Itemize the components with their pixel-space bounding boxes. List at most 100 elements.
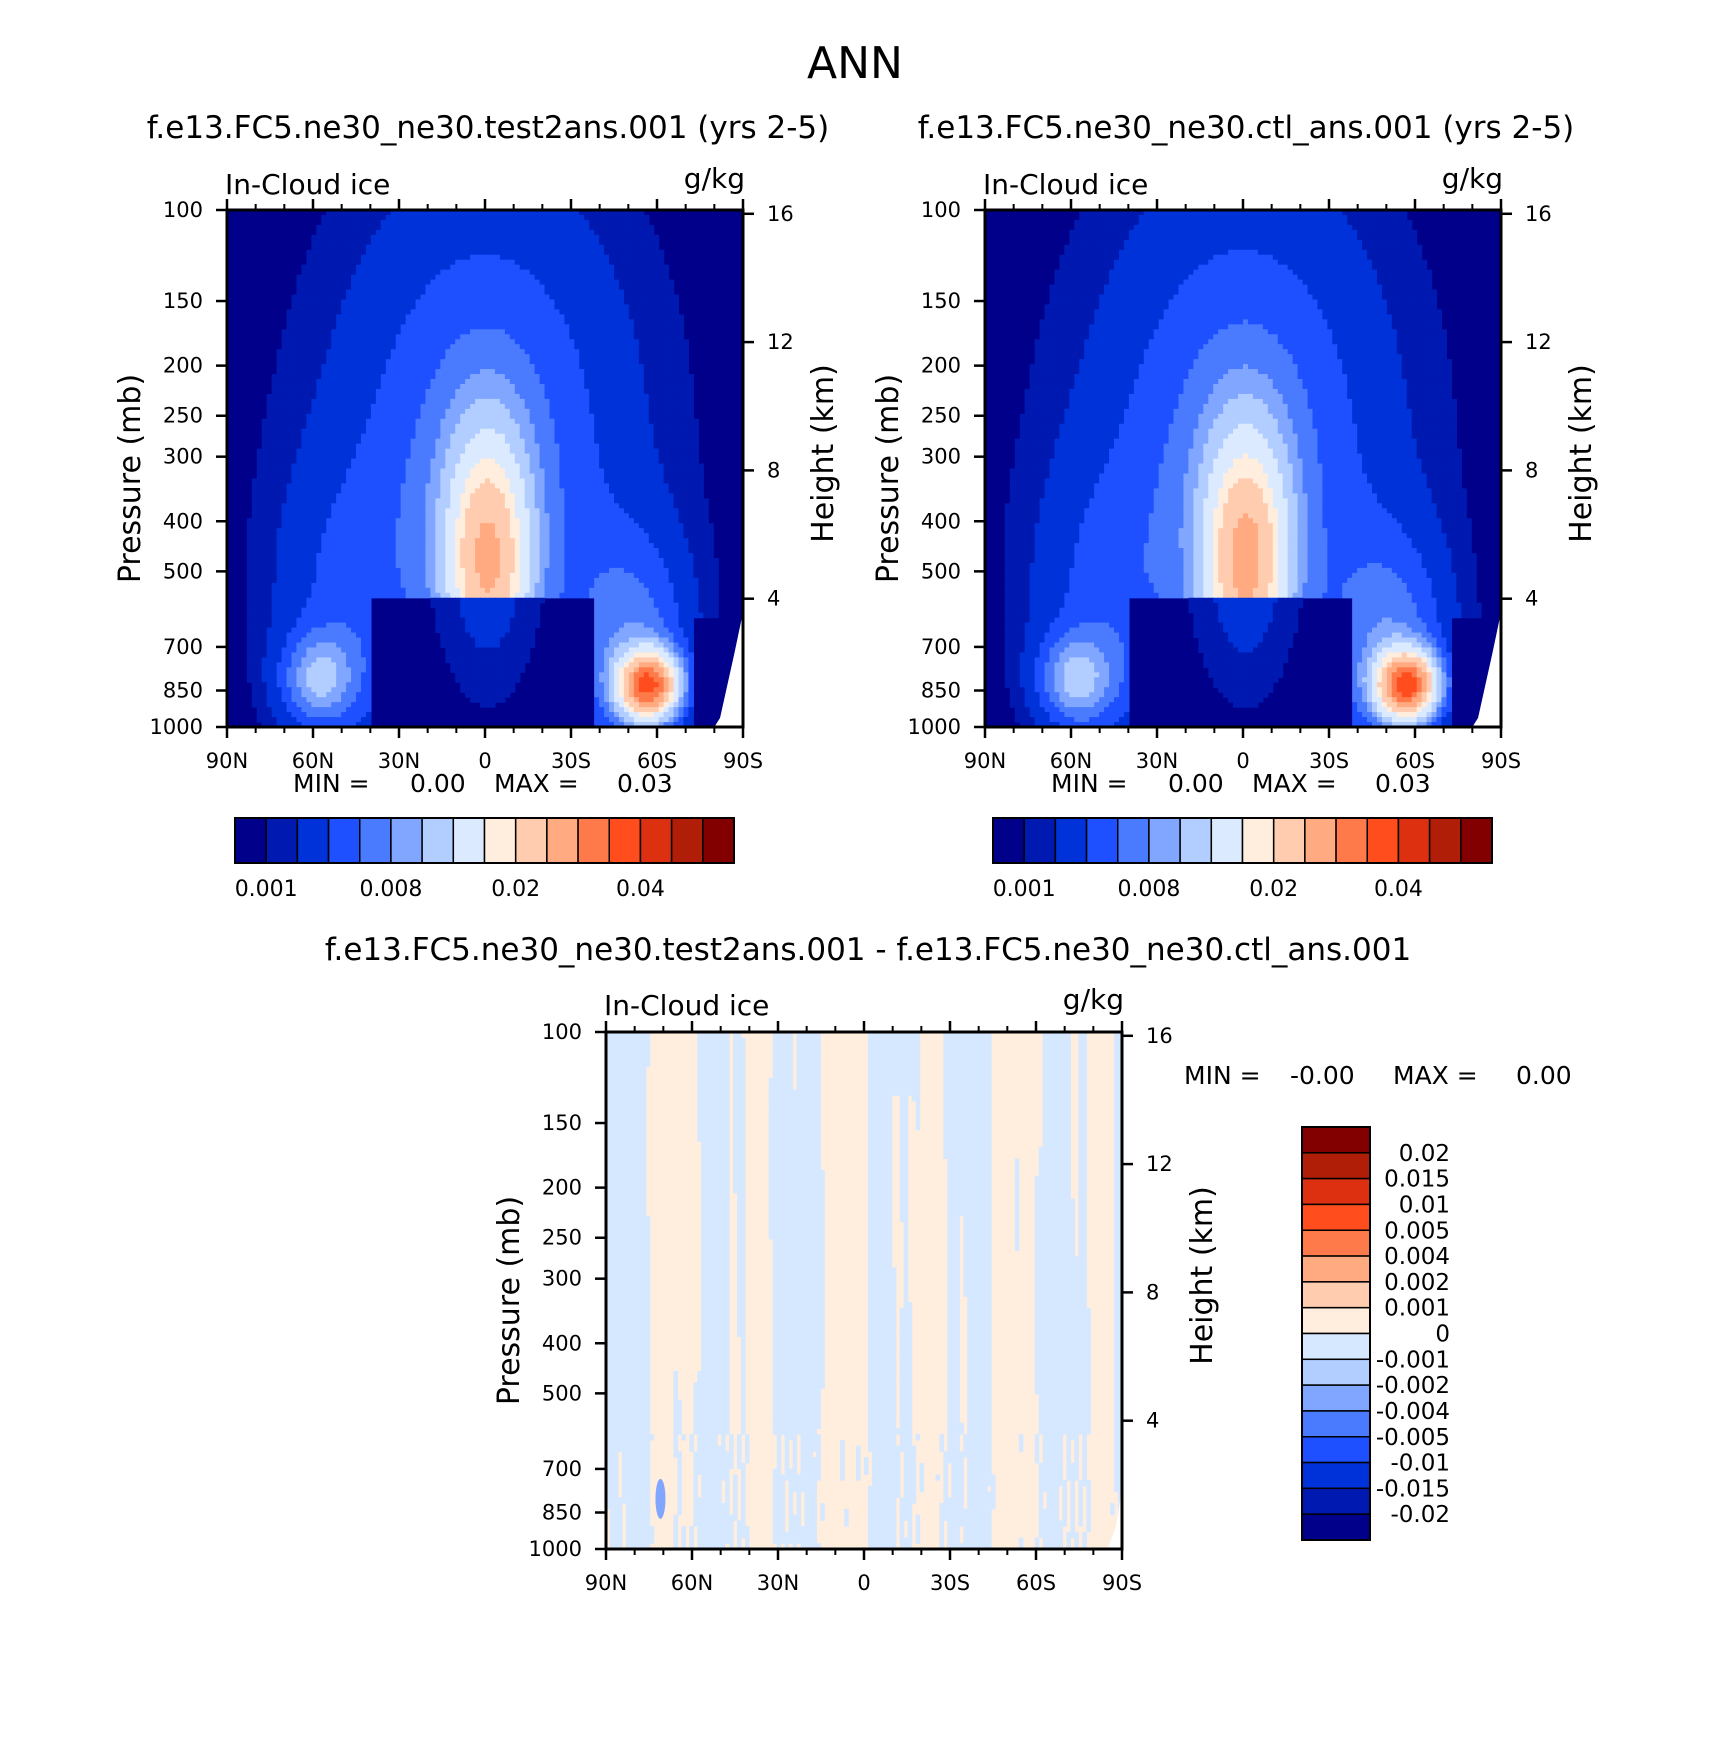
contour-cell <box>306 379 312 385</box>
contour-cell <box>584 210 590 216</box>
contour-cell <box>604 369 610 375</box>
contour-cell <box>450 369 456 375</box>
contour-cell <box>316 324 322 330</box>
contour-cell <box>514 299 521 306</box>
contour-cell <box>465 498 471 504</box>
contour-cell <box>460 379 466 385</box>
contour-cell <box>281 354 288 360</box>
contour-cell <box>326 239 332 246</box>
contour-cell <box>331 339 337 345</box>
contour-cell <box>589 329 595 335</box>
contour-cell <box>425 344 432 350</box>
contour-cell <box>425 229 432 236</box>
contour-cell <box>480 359 486 365</box>
contour-cell <box>425 319 432 325</box>
contour-cell <box>400 299 407 306</box>
contour-cell <box>430 234 436 241</box>
contour-cell <box>499 364 506 370</box>
contour-cell <box>475 483 481 489</box>
contour-cell <box>574 254 580 261</box>
contour-cell <box>430 453 436 460</box>
contour-cell <box>549 448 556 455</box>
contour-cell <box>683 344 690 350</box>
contour-cell <box>405 443 412 450</box>
contour-cell <box>356 244 362 251</box>
contour-cell <box>524 249 531 256</box>
contour-cell <box>524 468 531 475</box>
contour-cell <box>390 403 397 410</box>
contour-cell <box>623 309 630 315</box>
contour-cell <box>395 393 402 400</box>
contour-cell <box>633 349 640 355</box>
contour-cell <box>480 239 486 246</box>
contour-cell <box>494 274 501 281</box>
contour-cell <box>529 309 536 315</box>
contour-cell <box>579 493 585 499</box>
contour-cell <box>460 264 466 271</box>
contour-cell <box>430 224 436 231</box>
contour-cell <box>504 428 511 435</box>
contour-cell <box>584 478 590 485</box>
contour-cell <box>375 443 382 450</box>
contour-cell <box>405 508 412 514</box>
contour-cell <box>291 433 298 440</box>
contour-cell <box>678 433 685 440</box>
contour-cell <box>306 458 312 465</box>
contour-cell <box>316 423 322 430</box>
contour-cell <box>579 463 585 470</box>
contour-cell <box>380 463 387 470</box>
contour-cell <box>475 408 481 415</box>
contour-cell <box>356 259 362 266</box>
contour-cell <box>574 359 580 365</box>
contour-cell <box>529 304 536 311</box>
contour-cell <box>360 388 367 395</box>
contour-cell <box>589 304 595 311</box>
contour-cell <box>410 249 417 256</box>
contour-cell <box>638 319 645 325</box>
contour-cell <box>529 210 536 216</box>
contour-cell <box>609 339 615 345</box>
contour-cell <box>594 508 600 514</box>
contour-cell <box>633 219 640 226</box>
contour-cell <box>460 458 466 465</box>
contour-cell <box>554 214 561 221</box>
contour-cell <box>653 269 660 276</box>
contour-cell <box>440 339 446 345</box>
contour-cell <box>509 493 516 499</box>
contour-cell <box>380 224 387 231</box>
contour-cell <box>633 210 640 216</box>
contour-cell <box>296 413 303 420</box>
contour-cell <box>569 418 575 425</box>
contour-cell <box>653 388 660 395</box>
contour-cell <box>544 214 551 221</box>
contour-cell <box>316 284 322 291</box>
contour-cell <box>341 498 347 504</box>
contour-cell <box>480 309 486 315</box>
contour-cell <box>599 493 605 499</box>
contour-cell <box>470 254 476 261</box>
contour-cell <box>529 403 536 410</box>
contour-cell <box>698 488 704 494</box>
contour-cell <box>360 423 367 430</box>
contour-cell <box>276 438 283 445</box>
contour-cell <box>395 508 402 514</box>
contour-cell <box>554 388 561 395</box>
contour-cell <box>519 219 526 226</box>
contour-cell <box>648 254 655 261</box>
contour-cell <box>276 458 283 465</box>
contour-cell <box>579 364 585 370</box>
contour-cell <box>554 339 561 345</box>
contour-cell <box>375 299 382 306</box>
contour-cell <box>599 304 605 311</box>
contour-cell <box>504 349 511 355</box>
contour-cell <box>504 269 511 276</box>
contour-cell <box>494 503 501 509</box>
contour-cell <box>559 483 565 489</box>
contour-cell <box>460 359 466 365</box>
contour-cell <box>465 349 471 355</box>
contour-cell <box>445 359 451 365</box>
contour-cell <box>494 448 501 455</box>
contour-cell <box>470 324 476 330</box>
contour-cell <box>589 229 595 236</box>
contour-cell <box>465 478 471 485</box>
